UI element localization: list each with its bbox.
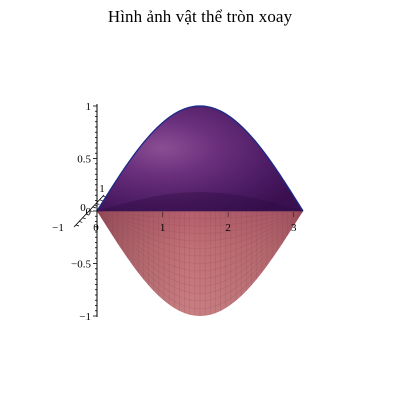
y-minor-tick [99,199,103,202]
z-tick-label: −1 [79,311,91,323]
x-tick-label: 3 [291,222,297,234]
y-tick-label: −1 [52,222,64,234]
y-minor-tick [79,221,83,223]
upper-surface [96,105,304,212]
mesh-parallel [96,210,304,234]
upper-half-shape [97,106,303,211]
mesh-parallel [96,210,304,257]
x-tick-label: 1 [160,222,166,234]
lower-surface [97,211,303,316]
mesh-parallel [96,210,304,272]
upper-half-shadow [97,192,303,211]
mesh-parallel [96,210,304,249]
mesh-parallel [96,210,304,294]
y-minor-tick [103,195,107,198]
y-tick-label: 1 [99,183,105,195]
y-axis-line [73,194,105,228]
y-tick-label: 0 [80,202,86,214]
x-tick-label: 0 [93,222,99,234]
lower-surface-mesh [96,210,304,316]
y-minor-tick [92,206,97,209]
mesh-parallel [96,210,304,219]
lower-half-shading [97,211,303,316]
z-tick-label: 0.5 [77,154,91,166]
mesh-parallel [96,210,304,302]
y-minor-tick [86,213,90,216]
y-minor-tick [96,203,100,205]
z-tick-label: −0.5 [71,259,91,271]
z-tick-label: 1 [86,101,92,113]
chart-title: Hình ảnh vật thể tròn xoay [107,7,293,26]
y-minor-tick [82,217,86,220]
mesh-parallel [96,210,304,287]
x-tick-label: 2 [225,222,231,234]
mesh-parallel [96,210,304,279]
y-minor-tick [89,210,93,212]
mesh-parallel [96,210,304,264]
mesh-parallel [96,210,304,227]
mesh-parallel [96,210,304,242]
y-minor-tick [75,224,80,227]
upper-rim-edge [96,105,304,212]
mesh-parallel [96,210,304,309]
